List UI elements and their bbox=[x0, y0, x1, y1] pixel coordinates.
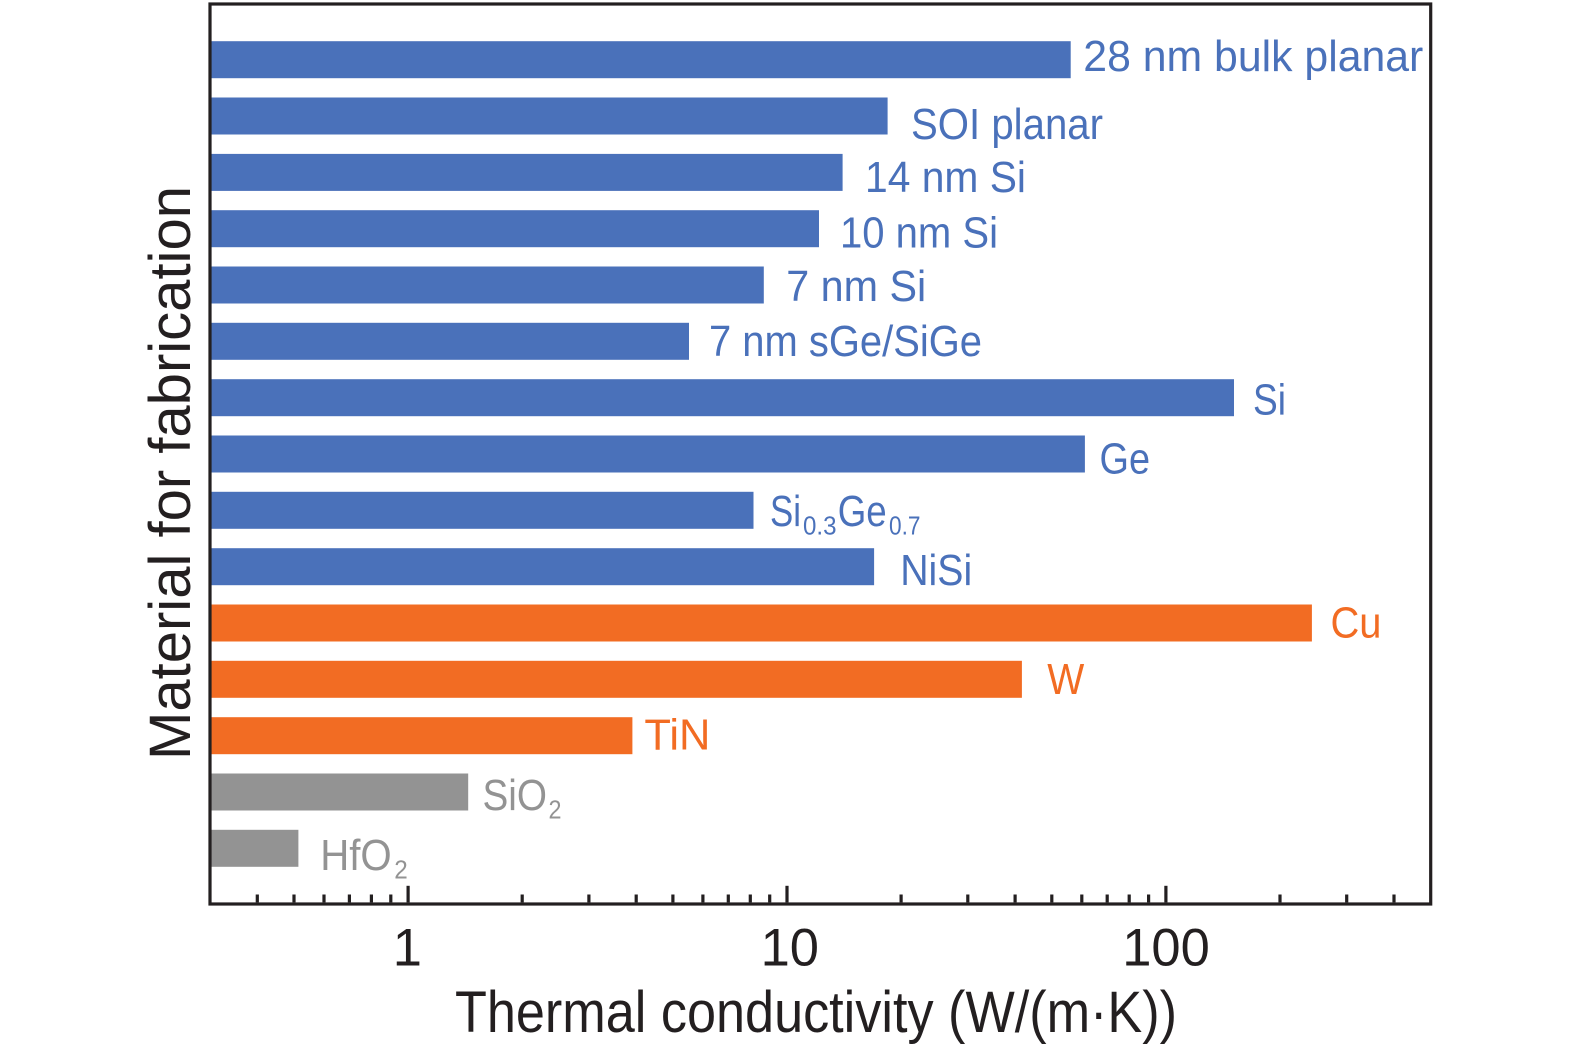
svg-text:100: 100 bbox=[1122, 918, 1210, 977]
svg-text:Cu: Cu bbox=[1331, 599, 1382, 648]
svg-text:Material for fabrication: Material for fabrication bbox=[138, 186, 203, 760]
svg-text:0.3: 0.3 bbox=[803, 510, 837, 540]
svg-text:HfO: HfO bbox=[320, 831, 392, 880]
svg-text:NiSi: NiSi bbox=[900, 546, 972, 595]
svg-text:Ge: Ge bbox=[1100, 434, 1151, 483]
svg-text:2: 2 bbox=[549, 795, 562, 825]
svg-text:TiN: TiN bbox=[644, 711, 710, 760]
svg-text:Si: Si bbox=[1253, 375, 1286, 424]
svg-text:Si: Si bbox=[770, 487, 801, 536]
svg-text:SiO: SiO bbox=[483, 771, 548, 820]
svg-text:10 nm Si: 10 nm Si bbox=[840, 209, 998, 258]
svg-text:7 nm Si: 7 nm Si bbox=[786, 262, 926, 311]
svg-text:Thermal conductivity (W/(m·K)): Thermal conductivity (W/(m·K)) bbox=[455, 980, 1177, 1045]
svg-text:Ge: Ge bbox=[838, 487, 887, 536]
svg-text:W: W bbox=[1047, 655, 1084, 704]
svg-text:1: 1 bbox=[393, 918, 422, 977]
svg-text:2: 2 bbox=[394, 854, 408, 884]
svg-text:14 nm Si: 14 nm Si bbox=[865, 153, 1026, 202]
svg-text:28 nm bulk planar: 28 nm bulk planar bbox=[1083, 32, 1423, 81]
svg-text:7 nm sGe/SiGe: 7 nm sGe/SiGe bbox=[709, 317, 982, 366]
svg-text:10: 10 bbox=[761, 918, 819, 977]
svg-text:0.7: 0.7 bbox=[889, 510, 921, 540]
svg-text:SOI planar: SOI planar bbox=[911, 100, 1103, 149]
